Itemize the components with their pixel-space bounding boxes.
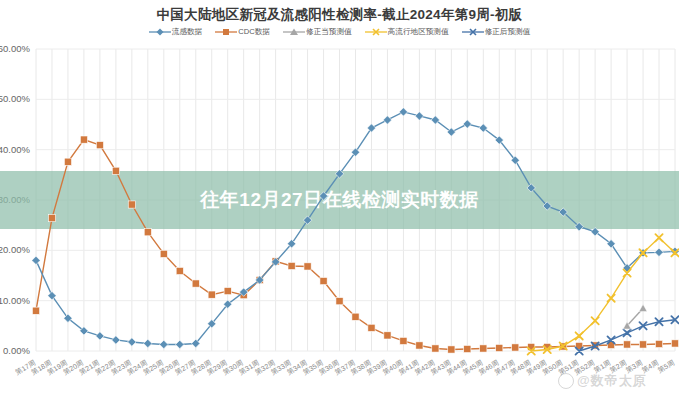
svg-text:第5周: 第5周 [656,359,675,374]
